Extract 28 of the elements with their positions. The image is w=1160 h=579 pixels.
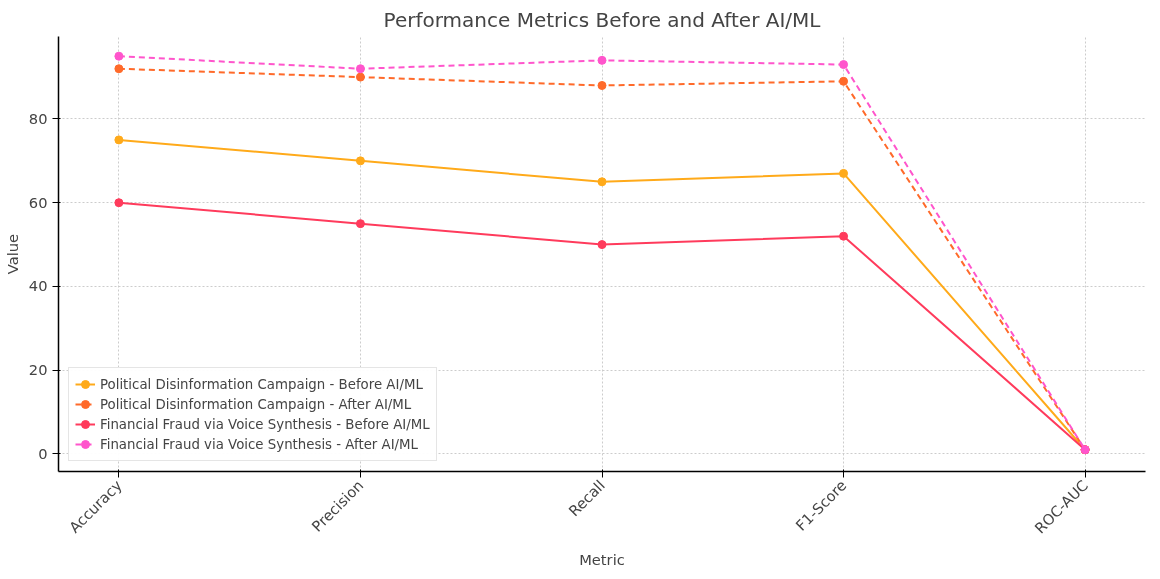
- point: [355, 72, 365, 82]
- point: [114, 198, 124, 208]
- point: [355, 156, 365, 166]
- y-tick-label: 60: [28, 193, 48, 211]
- point: [839, 76, 849, 86]
- legend-label: Financial Fraud via Voice Synthesis - Before AI/ML: [100, 416, 430, 432]
- point: [839, 168, 849, 178]
- point: [839, 60, 849, 70]
- chart-title: Performance Metrics Before and After AI/ML: [383, 7, 822, 32]
- point: [355, 219, 365, 229]
- y-tick-label: 40: [28, 277, 48, 295]
- y-axis-title: Value: [3, 233, 21, 275]
- point: [597, 55, 607, 65]
- legend-label: Political Disinformation Campaign - Before AI/ML: [100, 376, 423, 392]
- point: [597, 177, 607, 187]
- legend-label: Political Disinformation Campaign - After AI/ML: [100, 396, 412, 412]
- y-tick-label: 20: [28, 361, 48, 379]
- y-tick-label: 80: [28, 109, 48, 127]
- x-axis-title: Metric: [579, 550, 625, 568]
- point: [597, 240, 607, 250]
- point: [114, 51, 124, 61]
- y-tick-label: 0: [38, 444, 48, 462]
- point: [114, 64, 124, 74]
- point: [114, 135, 124, 145]
- point: [355, 64, 365, 74]
- point: [839, 231, 849, 241]
- legend-label: Financial Fraud via Voice Synthesis - After AI/ML: [100, 436, 419, 452]
- point: [597, 80, 607, 90]
